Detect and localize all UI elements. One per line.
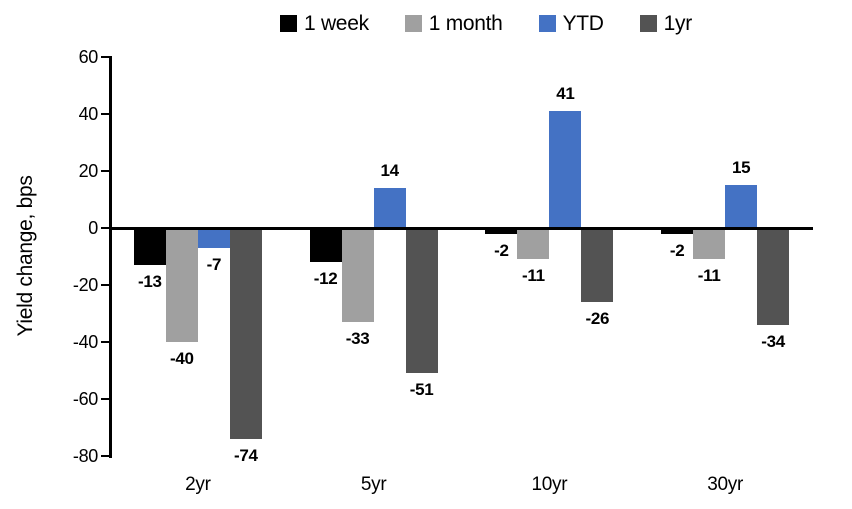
- y-tick-mark: [101, 227, 109, 229]
- bar-1-week-2yr: [133, 228, 166, 266]
- bar-1yr-5yr: [405, 228, 438, 374]
- bar-1-week-5yr: [309, 228, 342, 263]
- bar-value-label: -34: [761, 331, 785, 351]
- bar-value-label: 14: [380, 161, 399, 181]
- y-tick-label: -80: [72, 446, 98, 466]
- bar-1-month-10yr: [517, 228, 550, 260]
- bar-value-label: -40: [170, 349, 194, 368]
- y-tick-mark: [101, 341, 109, 343]
- bar-value-label: -7: [206, 254, 222, 274]
- bar-value-label: -26: [585, 309, 610, 329]
- y-tick-label: 40: [78, 104, 99, 124]
- bar-1yr-10yr: [581, 228, 614, 303]
- bar-value-label: -11: [697, 266, 721, 286]
- legend-item-2: 1 month: [404, 11, 503, 35]
- y-tick-mark: [101, 398, 109, 400]
- y-tick-mark: [101, 56, 109, 58]
- y-axis-title: Yield change, bps: [14, 175, 37, 337]
- y-tick-label: 60: [78, 47, 99, 67]
- y-tick-mark: [101, 170, 109, 172]
- y-tick-mark: [101, 113, 109, 115]
- legend-item-3: YTD: [538, 11, 604, 35]
- bar-1yr-30yr: [757, 228, 790, 325]
- legend-label: YTD: [562, 11, 604, 35]
- bar-value-label: -33: [345, 329, 370, 349]
- bar-value-label: -12: [313, 269, 338, 289]
- x-category-label: 30yr: [707, 474, 743, 495]
- y-tick-label: -40: [72, 332, 98, 352]
- y-tick-mark: [101, 455, 109, 457]
- legend-item-1: 1 week: [280, 13, 369, 34]
- bar-YTD-2yr: [197, 228, 230, 248]
- bar-value-label: 15: [731, 158, 751, 178]
- chart-legend: 1 week 1 month YTD 1yr: [130, 8, 842, 38]
- legend-item-4: 1yr: [639, 11, 693, 35]
- y-tick-label: 0: [88, 218, 98, 238]
- legend-swatch: [404, 14, 422, 32]
- legend-swatch: [538, 14, 556, 32]
- bar-1-month-5yr: [341, 228, 374, 323]
- bar-value-label: 41: [556, 84, 575, 104]
- y-axis-line: [109, 56, 112, 458]
- x-category-label: 10yr: [531, 474, 568, 495]
- bar-YTD-10yr: [549, 111, 582, 228]
- bar-value-label: -11: [522, 266, 545, 286]
- legend-swatch: [639, 14, 657, 32]
- y-tick-label: 20: [78, 161, 99, 181]
- y-tick-mark: [101, 284, 109, 286]
- bar-YTD-5yr: [373, 188, 406, 228]
- bar-YTD-30yr: [725, 185, 758, 228]
- legend-label: 1 month: [428, 11, 503, 35]
- bar-value-label: -74: [234, 445, 258, 465]
- x-category-label: 5yr: [360, 474, 387, 495]
- bar-value-label: -13: [138, 272, 162, 292]
- bar-1-month-2yr: [165, 228, 198, 342]
- bar-1-week-30yr: [661, 228, 694, 234]
- y-tick-label: -60: [72, 389, 98, 409]
- bar-value-label: -2: [494, 240, 509, 260]
- bar-1-month-30yr: [693, 228, 726, 260]
- bar-value-label: -2: [669, 240, 685, 260]
- legend-swatch: [280, 14, 298, 32]
- bar-1-week-10yr: [485, 228, 518, 234]
- y-tick-label: -20: [72, 275, 98, 295]
- legend-label: 1 week: [304, 11, 369, 35]
- bar-value-label: -51: [409, 380, 434, 400]
- x-category-label: 2yr: [185, 474, 211, 495]
- bar-1yr-2yr: [229, 228, 262, 439]
- legend-label: 1yr: [663, 11, 693, 35]
- zero-line: [109, 226, 813, 230]
